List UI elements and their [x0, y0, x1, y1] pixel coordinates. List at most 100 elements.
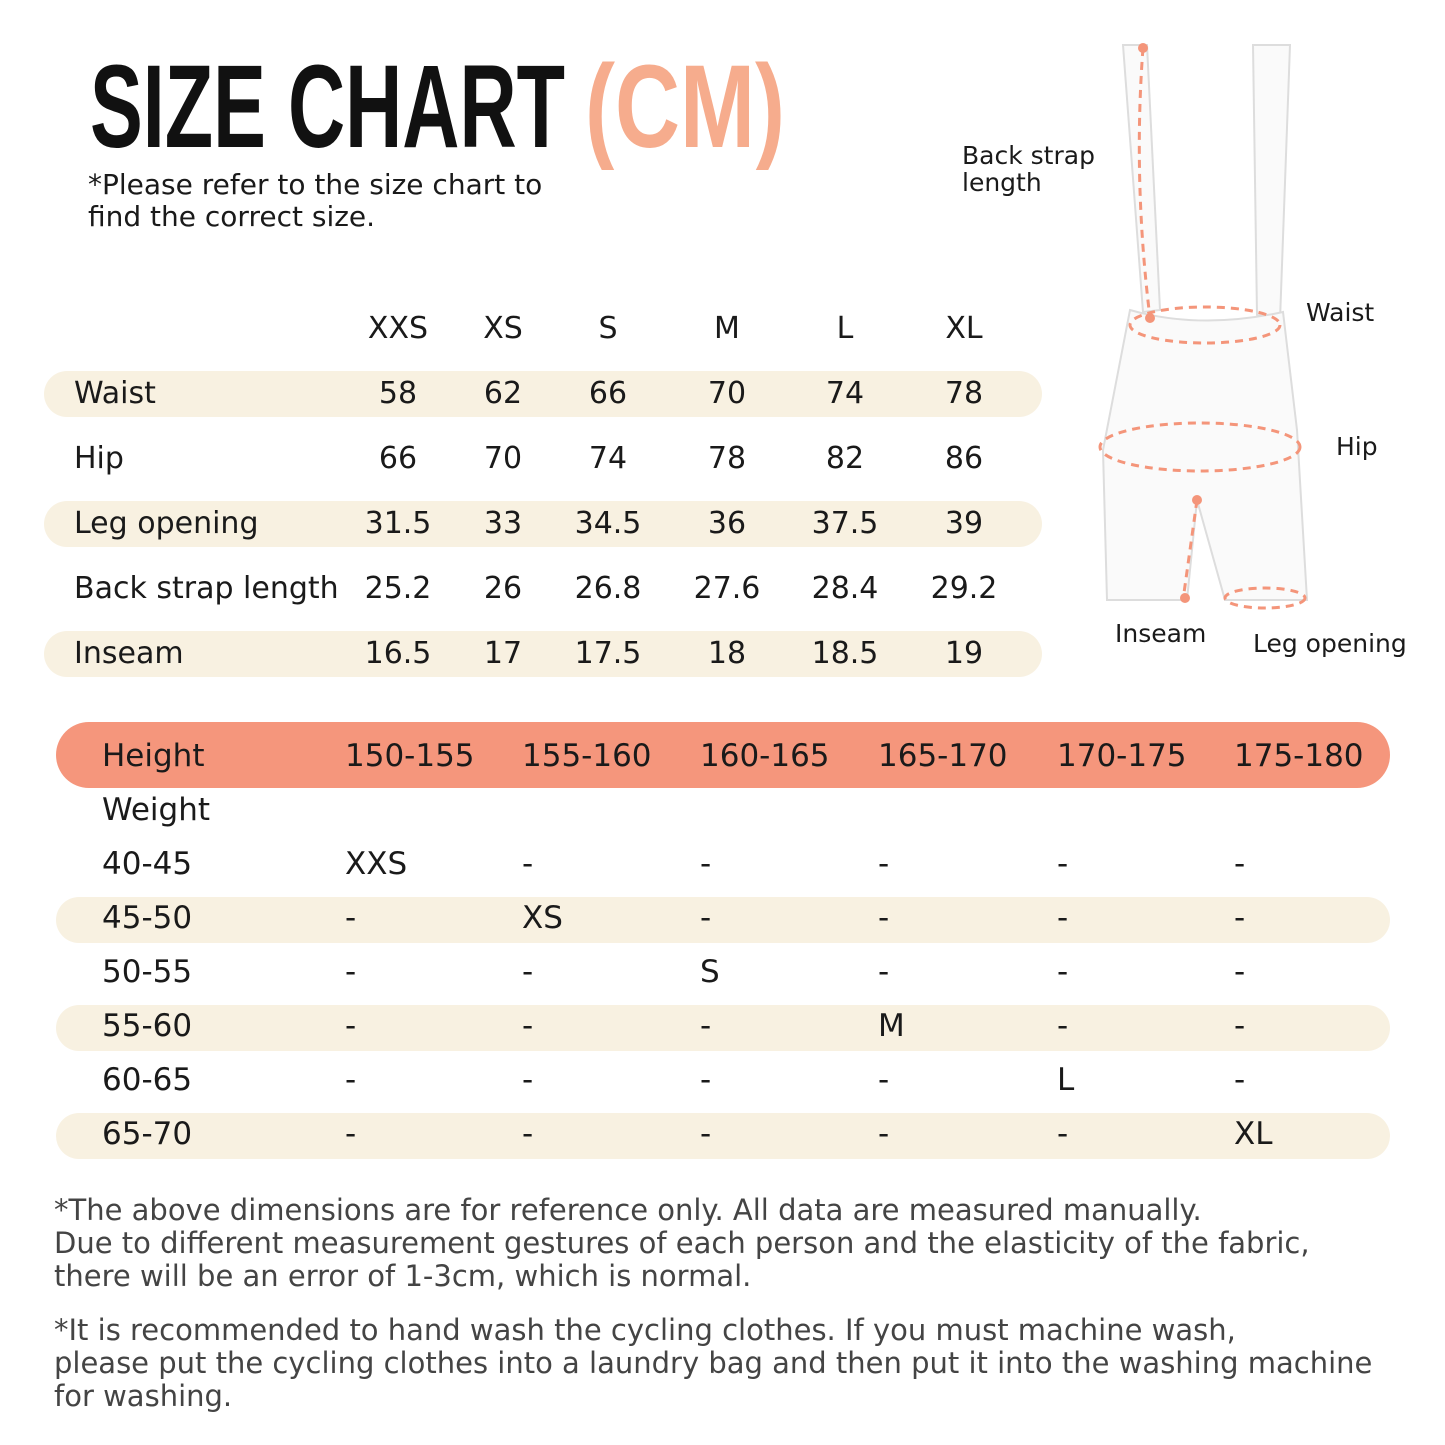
- height-range: 175-180: [1234, 737, 1364, 774]
- footnote: there will be an error of 1-3cm, which i…: [54, 1259, 752, 1294]
- cell: -: [1234, 845, 1246, 882]
- height-range: 150-155: [345, 737, 475, 774]
- cell: 26: [483, 570, 523, 606]
- unit: (CM): [585, 41, 785, 170]
- cell: -: [1234, 953, 1246, 990]
- diagram-label: Leg opening: [1253, 629, 1407, 659]
- cell: 16.5: [364, 635, 432, 671]
- cell: -: [1057, 953, 1069, 990]
- size-header: XL: [945, 310, 983, 346]
- row-stripe: [44, 371, 1042, 417]
- cell: 70: [707, 375, 747, 411]
- cell: 74: [825, 375, 865, 411]
- cell: 26.8: [574, 570, 642, 606]
- cell: -: [345, 899, 357, 936]
- height-range: 170-175: [1057, 737, 1187, 774]
- diagram-label: Waist: [1306, 298, 1375, 328]
- size-header: XXS: [367, 310, 429, 346]
- diagram-label: Back strap: [962, 141, 1095, 171]
- height-range: 155-160: [522, 737, 652, 774]
- weight-range: 45-50: [102, 899, 193, 936]
- cell: -: [878, 953, 890, 990]
- cell: -: [345, 1007, 357, 1044]
- cell: -: [700, 1007, 712, 1044]
- weight-range: 55-60: [102, 1007, 193, 1044]
- cell: XS: [522, 899, 563, 936]
- cell: -: [700, 1115, 712, 1152]
- cell: 66: [378, 440, 418, 476]
- cell: -: [345, 953, 357, 990]
- cell: XL: [1234, 1115, 1273, 1152]
- footnote: *It is recommended to hand wash the cycl…: [54, 1313, 1236, 1348]
- cell: -: [700, 899, 712, 936]
- size-header: S: [598, 310, 618, 346]
- cell: S: [700, 953, 720, 990]
- cell: -: [345, 1061, 357, 1098]
- cell: 86: [944, 440, 984, 476]
- cell: -: [345, 1115, 357, 1152]
- row-stripe: [44, 501, 1042, 547]
- size-header: M: [714, 310, 740, 346]
- footnote: please put the cycling clothes into a la…: [54, 1346, 1373, 1381]
- cell: 28.4: [811, 570, 879, 606]
- row-stripe: [56, 1113, 1390, 1159]
- cell: 66: [588, 375, 628, 411]
- weight-range: 65-70: [102, 1115, 193, 1152]
- cell: -: [522, 1061, 534, 1098]
- cell: -: [1234, 899, 1246, 936]
- cell: L: [1057, 1061, 1075, 1098]
- cell: 37.5: [811, 505, 879, 541]
- height-label: Height: [102, 737, 205, 774]
- cell: -: [878, 1115, 890, 1152]
- cell: 33: [483, 505, 523, 541]
- cell: -: [1234, 1007, 1246, 1044]
- size-header: XS: [483, 310, 523, 346]
- cell: 62: [483, 375, 523, 411]
- height-band: [56, 722, 1390, 788]
- weight-label: Weight: [102, 791, 211, 828]
- cell: -: [878, 1061, 890, 1098]
- note: *Please refer to the size chart to: [88, 167, 543, 201]
- cell: 17: [483, 635, 523, 671]
- row-label: Hip: [74, 440, 124, 476]
- cell: -: [522, 845, 534, 882]
- row-label: Waist: [74, 375, 156, 411]
- diagram-label: Inseam: [1115, 619, 1207, 649]
- cell: 82: [825, 440, 865, 476]
- cell: -: [522, 1007, 534, 1044]
- cell: M: [878, 1007, 905, 1044]
- diagram-label: Hip: [1336, 432, 1378, 462]
- title: SIZE CHART: [90, 41, 565, 170]
- weight-range: 50-55: [102, 953, 193, 990]
- cell: 70: [483, 440, 523, 476]
- cell: 29.2: [930, 570, 998, 606]
- title-svg: SIZE CHART (CM): [90, 41, 785, 170]
- row-label: Leg opening: [74, 505, 259, 541]
- cell: 25.2: [364, 570, 432, 606]
- row-stripe: [56, 1005, 1390, 1051]
- cell: -: [878, 899, 890, 936]
- cell: 74: [588, 440, 628, 476]
- cell: 27.6: [693, 570, 761, 606]
- cell: 17.5: [574, 635, 642, 671]
- row-label: Inseam: [74, 635, 184, 671]
- cell: 19: [944, 635, 984, 671]
- cell: -: [522, 953, 534, 990]
- cell: -: [700, 845, 712, 882]
- bib-diagram: [1098, 43, 1309, 610]
- cell: -: [1057, 1115, 1069, 1152]
- cell: 18.5: [811, 635, 879, 671]
- cell: -: [878, 845, 890, 882]
- cell: 18: [707, 635, 747, 671]
- footnote: Due to different measurement gestures of…: [54, 1226, 1310, 1261]
- footnote: for washing.: [54, 1379, 233, 1414]
- cell: 39: [944, 505, 984, 541]
- cell: 36: [707, 505, 747, 541]
- cell: -: [1057, 845, 1069, 882]
- height-range: 160-165: [700, 737, 830, 774]
- height-range: 165-170: [878, 737, 1008, 774]
- cell: XXS: [345, 845, 408, 882]
- cell: -: [700, 1061, 712, 1098]
